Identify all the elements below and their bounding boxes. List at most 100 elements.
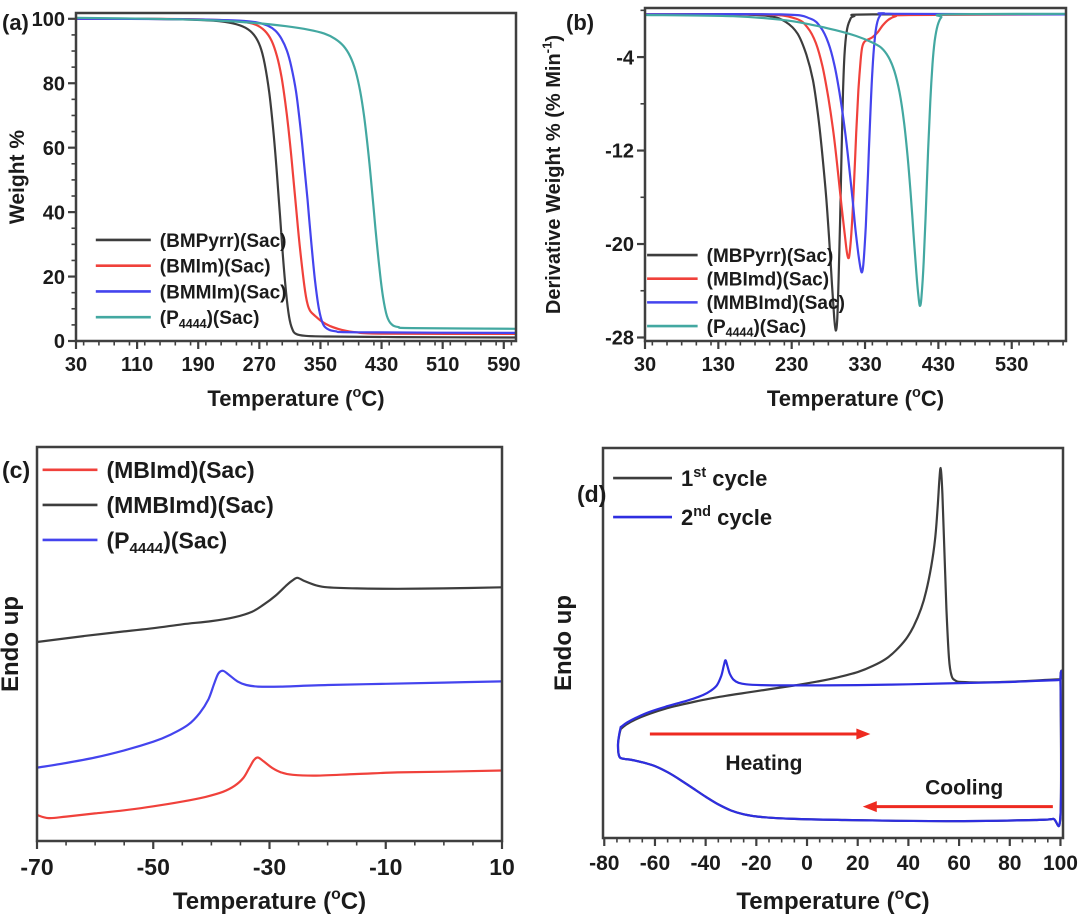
- legend-item-bmmim-sac: (BMMIm)(Sac): [95, 282, 287, 303]
- legend-label: (P4444)(Sac): [106, 527, 227, 557]
- legend-item-bmim-sac: (BMIm)(Sac): [95, 257, 271, 278]
- legend-label: (MBImd)(Sac): [707, 270, 829, 291]
- x-tick-label: 590: [487, 354, 520, 376]
- curve-p4444-sac: [36, 669, 503, 769]
- cooling-arrow-head: [862, 801, 877, 813]
- x-tick-label: -50: [137, 854, 170, 880]
- panel-b-svg: 30 130 230 330 430 530 -4 -12 -20 -28 Temperature …: [540, 6, 1068, 411]
- legend-label: (MBPyrr)(Sac): [707, 246, 834, 267]
- legend-label: (MMBImd)(Sac): [707, 293, 845, 314]
- curve-mmbimd-sac: [644, 12, 1067, 274]
- x-tick-label: -30: [253, 854, 286, 880]
- panel-c-dsc-chart: -70 -50 -30 -10 10 Temperature (oC) Endo up (c)…: [0, 430, 545, 915]
- y-tick-label: 80: [43, 73, 65, 95]
- series-group: [616, 466, 1064, 828]
- legend: 1st cycle 2nd cycle: [613, 465, 772, 530]
- x-axis-title: Temperature (oC): [736, 886, 929, 914]
- x-tick-label: 0: [801, 852, 813, 875]
- x-tick-label: 60: [947, 852, 970, 875]
- plot-border: [643, 6, 1068, 343]
- heating-label: Heating: [725, 752, 802, 775]
- legend-item-mmbimd-sac: (MMBImd)(Sac): [42, 492, 274, 518]
- panel-b-dtg-chart: 30 130 230 330 430 530 -4 -12 -20 -28 Temperature …: [540, 0, 1080, 420]
- legend-label: (MMBImd)(Sac): [106, 492, 273, 518]
- legend-label: (BMIm)(Sac): [160, 257, 271, 278]
- panel-c-svg: -70 -50 -30 -10 10 Temperature (oC) Endo up (c)…: [0, 445, 515, 915]
- x-tick-label: 230: [775, 354, 808, 376]
- x-tick-label: 190: [182, 354, 215, 376]
- y-axis-title: Weight %: [6, 130, 29, 224]
- x-tick-label: 20: [846, 852, 869, 875]
- y-tick-label: -12: [605, 141, 634, 163]
- legend-item-mbimd-sac: (MBImd)(Sac): [647, 270, 829, 291]
- legend-label: (BMMIm)(Sac): [160, 282, 287, 303]
- curve-bmpyrr-sac: [75, 17, 517, 339]
- y-axis-title: Derivative Weight % (% Min-1): [540, 35, 565, 314]
- y-tick-label: -20: [605, 234, 634, 256]
- x-tick-label: -10: [369, 854, 402, 880]
- panel-d-dsc-cycles-chart: -80 -60 -40 -20 0 20 40 60 80 100 Temperature (oC)…: [545, 430, 1080, 915]
- x-tick-label: 10: [489, 854, 515, 880]
- x-tick-label: 80: [998, 852, 1021, 875]
- legend-item-mmbimd-sac: (MMBImd)(Sac): [647, 293, 845, 314]
- legend-item-bmpyrr-sac: (BMPyrr)(Sac): [95, 231, 287, 252]
- curve-2nd-cycle: [616, 659, 1064, 828]
- legend: (MBImd)(Sac) (MMBImd)(Sac) (P4444)(Sac): [42, 457, 274, 557]
- y-tick-label: 100: [32, 9, 65, 31]
- y-tick-label: -4: [616, 47, 635, 69]
- x-tick-label: 430: [922, 354, 955, 376]
- legend-label: (P4444)(Sac): [707, 317, 807, 340]
- y-tick-label: 0: [54, 331, 65, 353]
- y-tick-label: -28: [605, 328, 634, 350]
- x-tick-label: 30: [634, 354, 656, 376]
- legend-label: 1st cycle: [681, 465, 767, 491]
- x-tick-label: 330: [848, 354, 881, 376]
- x-tick-label: 40: [897, 852, 920, 875]
- y-tick-label: 60: [43, 138, 65, 160]
- panel-label-b: (b): [566, 10, 594, 35]
- x-tick-label: 430: [365, 354, 398, 376]
- legend-item-p-4444-sac: (P4444)(Sac): [95, 308, 260, 331]
- legend-item-mbimd-sac: (MBImd)(Sac): [42, 457, 255, 483]
- panel-label-d: (d): [577, 481, 606, 507]
- legend-label: (P4444)(Sac): [160, 308, 260, 331]
- x-tick-label: 350: [304, 354, 337, 376]
- x-tick-label: 110: [121, 354, 153, 376]
- legend-item-p-4444-sac: (P4444)(Sac): [42, 527, 227, 557]
- curve-mbimd-sac: [36, 756, 503, 820]
- curve-mmbimd-sac: [36, 576, 503, 644]
- plot-border: [74, 11, 518, 343]
- legend-label: (MBImd)(Sac): [106, 457, 254, 483]
- panel-label-a: (a): [2, 10, 29, 35]
- x-tick-label: 100: [1043, 852, 1078, 875]
- y-axis-title: Endo up: [0, 596, 24, 692]
- legend: (MBPyrr)(Sac) (MBImd)(Sac)(MMBImd)(Sac) (P…: [647, 246, 845, 340]
- curve-bmmim-sac: [75, 17, 517, 334]
- panel-a-svg: 30 110 190 270 350 430 510 590 0 20 40 60 80 100 Tempe…: [2, 9, 520, 411]
- y-tick-label: 20: [43, 267, 65, 289]
- x-tick-label: -20: [741, 852, 771, 875]
- x-tick-label: -60: [640, 852, 670, 875]
- x-tick-label: -40: [690, 852, 720, 875]
- x-tick-label: -80: [589, 852, 619, 875]
- y-axis-title: Endo up: [550, 595, 577, 691]
- y-tick-label: 40: [43, 202, 65, 224]
- curve-mbpyrr-sac: [644, 13, 1067, 332]
- legend: (BMPyrr)(Sac) (BMIm)(Sac) (BMMIm)(Sac) (P44…: [95, 231, 287, 331]
- panel-a-tga-chart: 30 110 190 270 350 430 510 590 0 20 40 60 80 100 Tempe…: [0, 0, 540, 420]
- curve-mbimd-sac: [644, 12, 1067, 260]
- x-tick-label: 130: [702, 354, 735, 376]
- panel-label-c: (c): [2, 457, 30, 483]
- x-tick-label: 510: [426, 354, 459, 376]
- legend-item-2-nd-cycle: 2nd cycle: [613, 504, 772, 530]
- curve-p4444-sac: [75, 16, 517, 330]
- heating-arrow-head: [856, 728, 871, 740]
- cooling-label: Cooling: [925, 777, 1003, 800]
- legend-item-mbpyrr-sac: (MBPyrr)(Sac): [647, 246, 833, 267]
- curve-p4444-sac: [644, 12, 1067, 308]
- x-tick-label: -70: [20, 854, 53, 880]
- legend-label: 2nd cycle: [681, 504, 772, 530]
- series-group: [75, 16, 517, 339]
- legend-item-1-st-cycle: 1st cycle: [613, 465, 767, 491]
